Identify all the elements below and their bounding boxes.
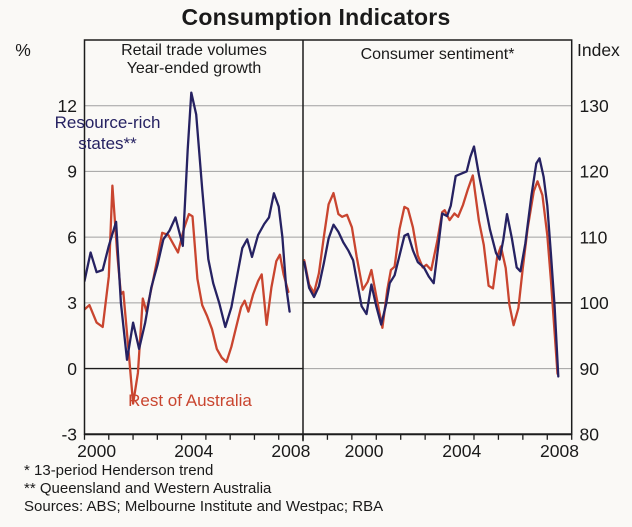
- left-axis-tick-label: 12: [58, 96, 77, 116]
- x-axis-year-label: 2004: [174, 441, 213, 461]
- footnote-henderson-trend: * 13-period Henderson trend: [24, 462, 214, 479]
- left-axis-tick-label: 9: [67, 162, 77, 182]
- left-axis-tick-label: 6: [67, 227, 77, 247]
- series-label-resource-rich-states: Resource-rich states**: [54, 113, 161, 153]
- right-panel-title: Consumer sentiment*: [360, 46, 515, 63]
- left-panel-subtitle: Year-ended growth: [126, 60, 262, 77]
- footnote-sources: Sources: ABS; Melbourne Institute and We…: [24, 498, 384, 515]
- chart-title: Consumption Indicators: [181, 4, 451, 30]
- right-axis-tick-label: 130: [580, 96, 609, 116]
- left-axis-tick-label: 0: [67, 359, 77, 379]
- right-axis-unit-label: Index: [577, 40, 620, 60]
- right-axis-tick-label: 100: [580, 293, 609, 313]
- left-panel-title: Retail trade volumes: [121, 42, 267, 59]
- x-axis-year-label: 2000: [77, 441, 116, 461]
- right-axis-tick-label: 120: [580, 162, 609, 182]
- left-axis-unit-label: %: [15, 40, 31, 60]
- right-axis-tick-label: 110: [580, 227, 608, 247]
- footnotes: * 13-period Henderson trend ** Queenslan…: [24, 462, 624, 516]
- series-line-rest-of-australia: [84, 184, 290, 405]
- footnote-qld-wa: ** Queensland and Western Australia: [24, 480, 272, 497]
- series-line-resource-rich-states: [303, 145, 560, 378]
- x-axis-year-label: 2004: [442, 441, 481, 461]
- x-axis-year-label: 2008: [540, 441, 579, 461]
- right-axis-tick-label: 90: [580, 359, 600, 379]
- x-axis-year-label: 2000: [345, 441, 384, 461]
- left-axis-tick-label: -3: [61, 425, 77, 445]
- series-line-rest-of-australia: [303, 174, 559, 375]
- right-axis-tick-label: 80: [580, 425, 600, 445]
- series-label-rest-of-australia: Rest of Australia: [128, 391, 252, 410]
- series-line-resource-rich-states: [84, 91, 291, 361]
- left-axis-tick-label: 3: [67, 293, 77, 313]
- x-axis-year-label: 2008: [271, 441, 310, 461]
